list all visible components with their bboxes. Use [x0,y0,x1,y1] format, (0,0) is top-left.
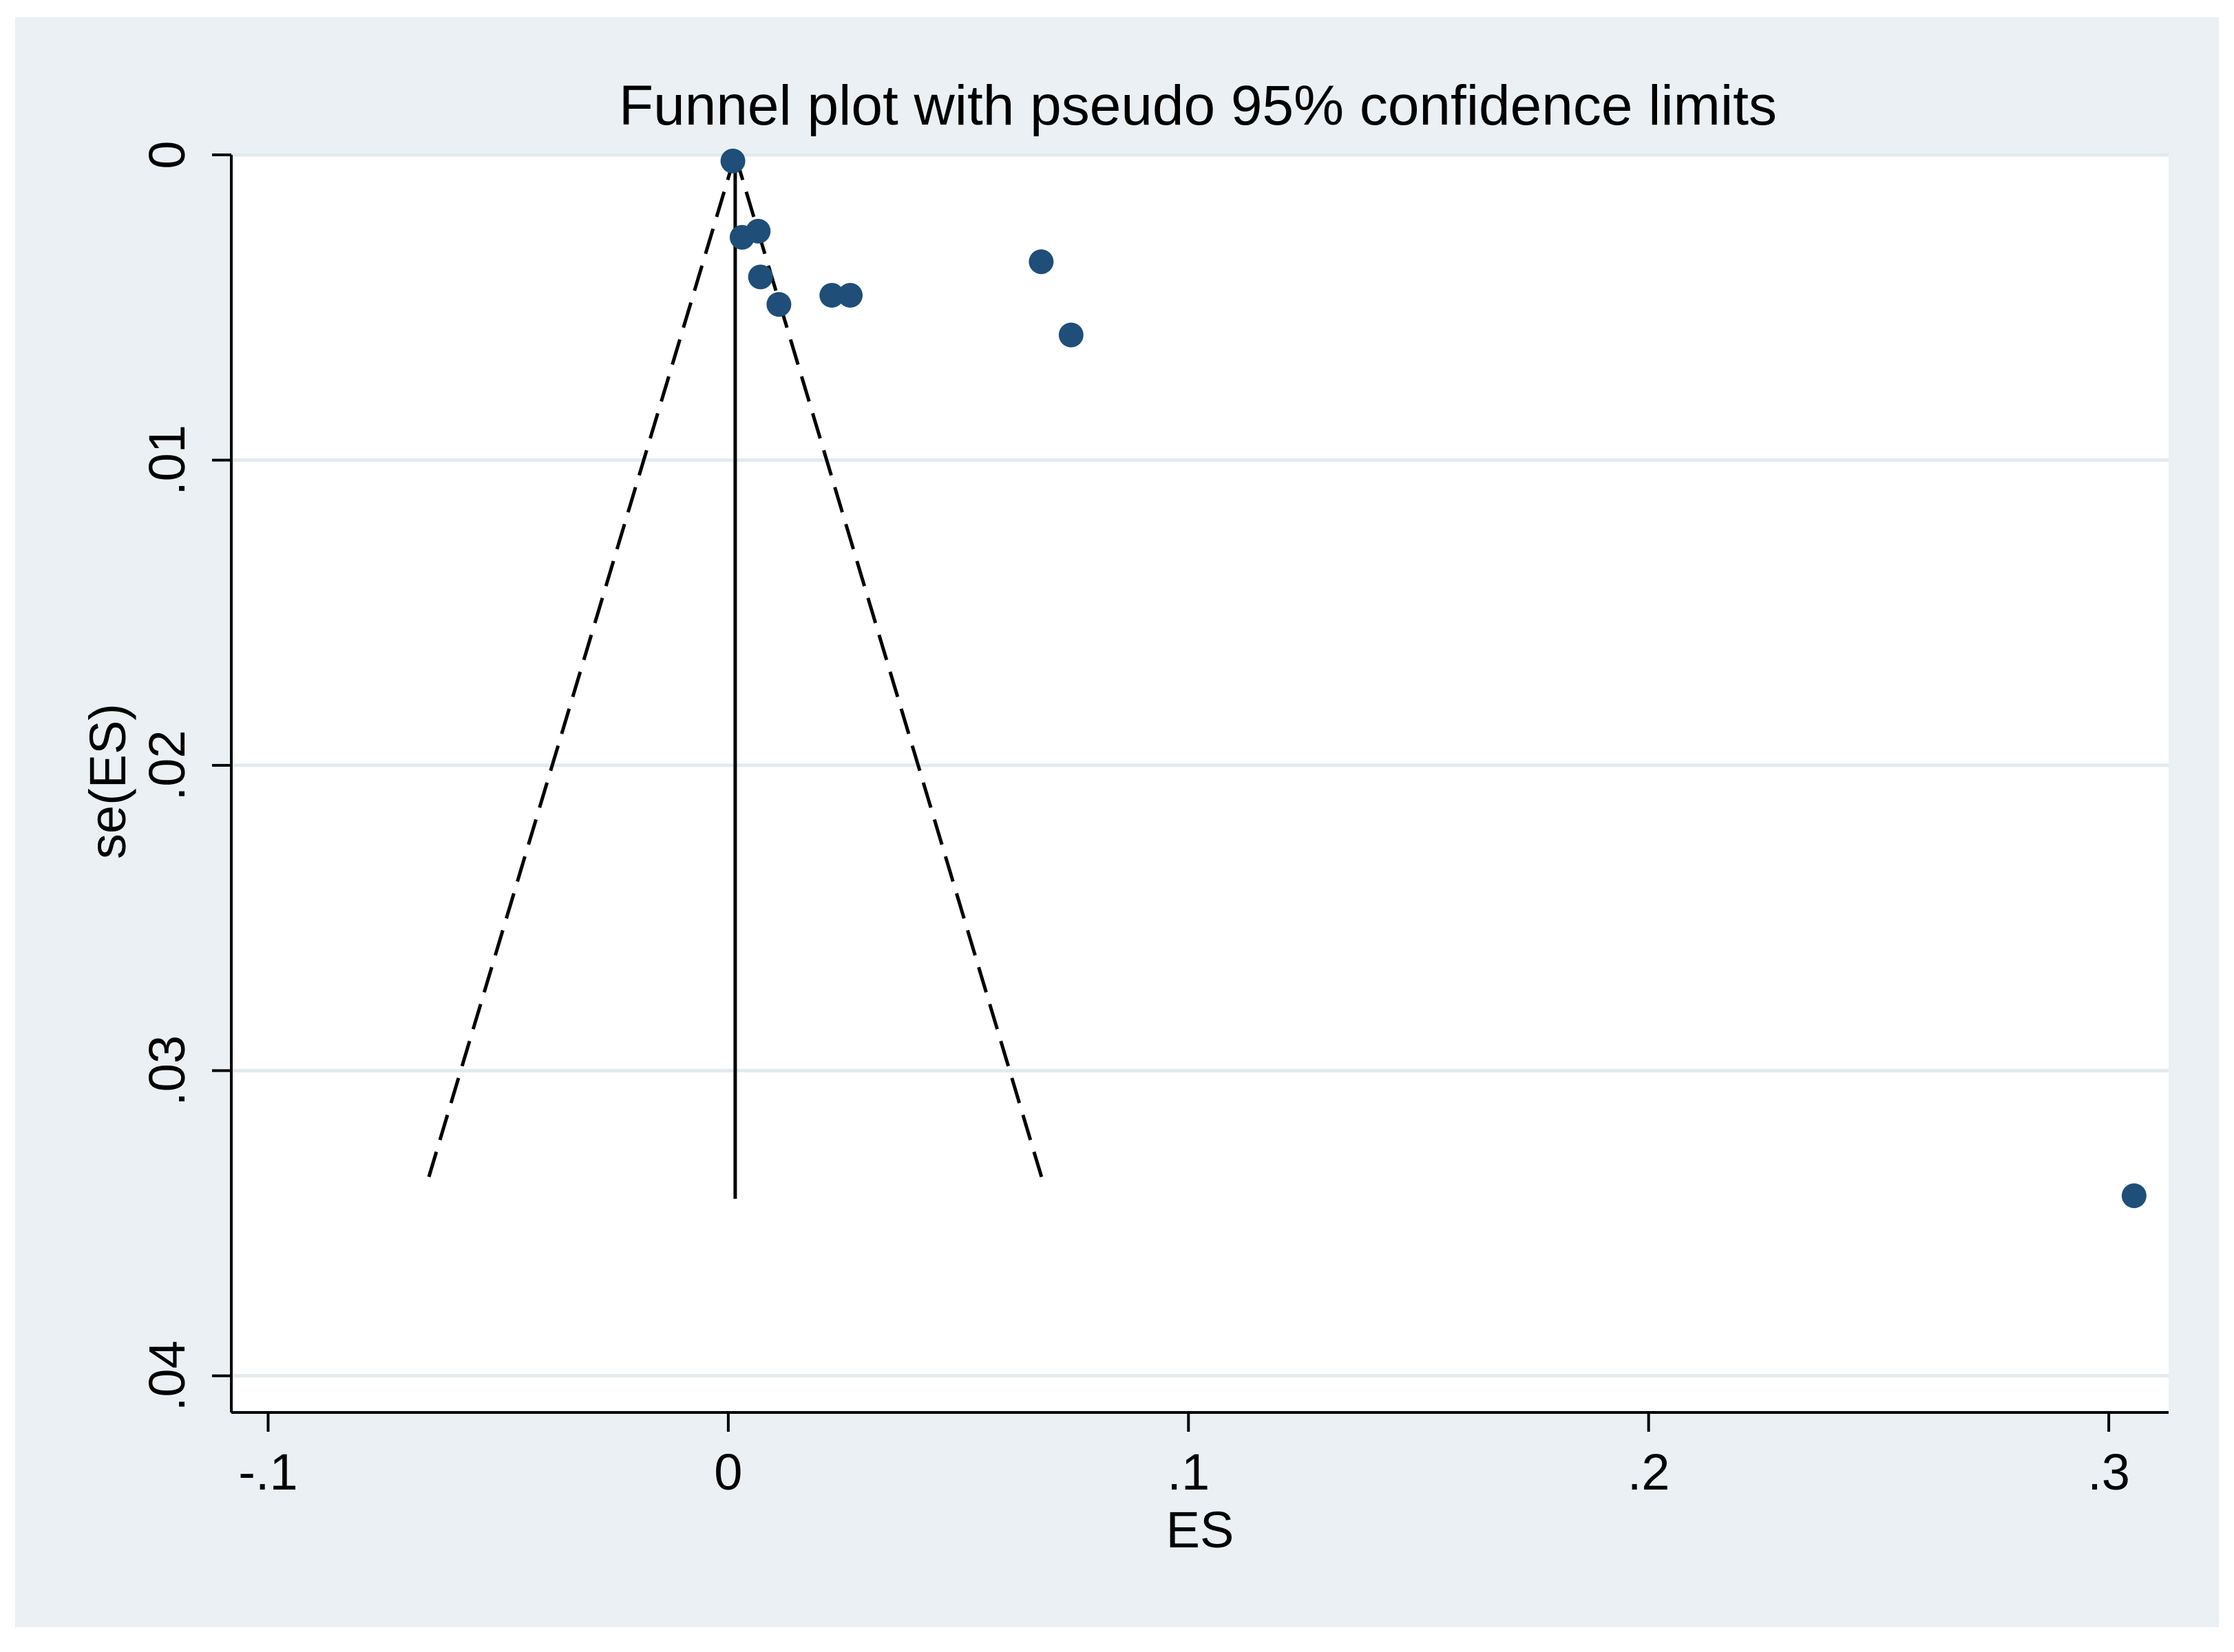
y-tick-label-3: .03 [138,1035,196,1106]
axes [230,155,2169,1414]
confidence-limit-upper [733,154,1046,1185]
data-points [720,148,2147,1209]
x-axis-label: ES [1166,1501,1234,1558]
data-point-0 [720,148,746,173]
plot-area [231,155,2169,1412]
x-axis-ticks: -.1 0 .1 .2 .3 [238,1412,2130,1501]
y-tick-label-0: 0 [138,140,196,169]
data-point-5 [819,282,845,308]
gridlines [231,153,2169,1378]
y-tick-label-4: .04 [138,1340,196,1411]
confidence-limit-lines [425,154,1046,1185]
data-point-3 [748,264,773,290]
x-tick-label-2: .1 [1167,1443,1210,1501]
x-tick-label-4: .3 [2087,1443,2130,1501]
y-axis-ticks: 0 .01 .02 .03 .04 [138,140,231,1411]
confidence-limit-lower [425,154,737,1185]
x-tick-label-3: .2 [1627,1443,1670,1501]
y-tick-label-1: .01 [138,425,196,496]
data-point-8 [1058,322,1084,348]
y-axis-label: se(ES) [79,703,136,859]
data-point-2 [746,218,771,244]
x-tick-label-0: -.1 [238,1443,297,1501]
data-point-4 [766,292,792,317]
data-point-6 [838,282,863,308]
data-point-7 [1029,249,1054,275]
chart-title: Funnel plot with pseudo 95% confidence l… [619,74,1777,137]
x-tick-label-1: 0 [714,1443,742,1501]
data-point-9 [2121,1183,2147,1209]
y-tick-label-2: .02 [138,730,196,801]
